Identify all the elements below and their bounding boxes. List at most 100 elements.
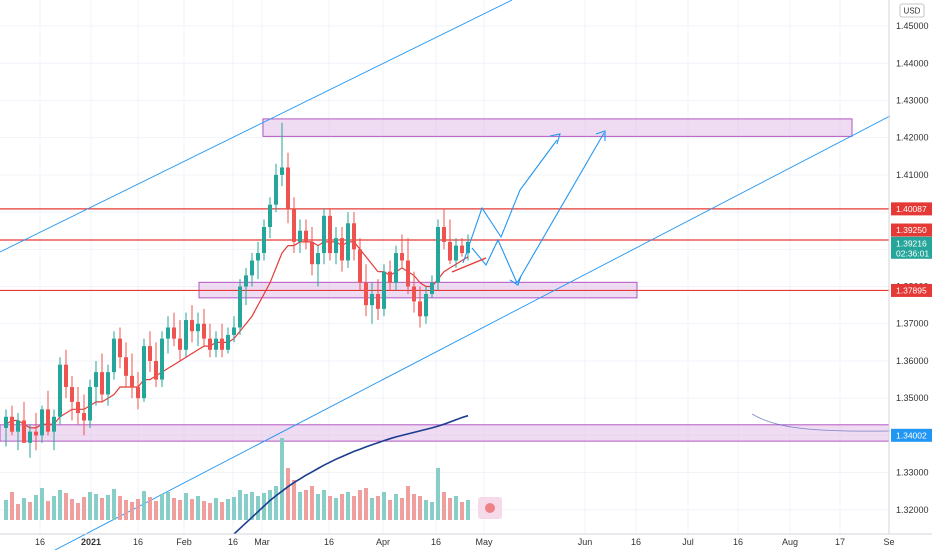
projection-arrow-2 xyxy=(509,275,522,286)
zone-rect[interactable] xyxy=(0,424,890,442)
volume-bar xyxy=(346,492,350,520)
candle xyxy=(178,320,182,361)
volume-bar xyxy=(400,498,404,520)
volume-bar xyxy=(238,490,242,520)
price-tick-label: 1.32000 xyxy=(896,505,929,515)
candle xyxy=(334,226,338,265)
candle-body xyxy=(10,416,14,432)
projection-path-1[interactable] xyxy=(462,139,558,264)
volume-bar xyxy=(244,494,248,520)
zone-rect[interactable] xyxy=(262,118,853,137)
projection-path-3[interactable] xyxy=(516,132,605,284)
candle xyxy=(172,312,176,347)
volume-bar xyxy=(466,500,470,520)
time-tick-label: Feb xyxy=(176,537,192,547)
time-tick-label: May xyxy=(475,537,493,547)
candle xyxy=(142,338,146,402)
sma-slow-line[interactable] xyxy=(233,414,469,535)
currency-badge[interactable] xyxy=(899,3,925,18)
volume-bar xyxy=(316,494,320,520)
candle xyxy=(436,219,440,291)
volume-bar xyxy=(424,500,428,520)
channel-upper-line[interactable] xyxy=(0,0,513,253)
volume-bar xyxy=(136,499,140,520)
candle-body xyxy=(376,293,380,309)
candle-body xyxy=(100,372,104,395)
time-tick-label: 17 xyxy=(835,537,845,547)
candle-body xyxy=(82,413,86,421)
price-axis[interactable]: 1.45000 1.44000 1.43000 1.42000 1.41000 1.400… xyxy=(888,0,932,534)
candle xyxy=(46,390,50,436)
volume-bar xyxy=(280,438,284,520)
candle xyxy=(280,122,284,187)
candle xyxy=(328,208,332,261)
candle xyxy=(364,264,368,317)
volume-bar xyxy=(22,498,26,520)
candle-body xyxy=(160,338,164,380)
time-tick-label: 16 xyxy=(228,537,238,547)
volume-bar xyxy=(226,499,230,520)
candle xyxy=(430,275,434,298)
candle xyxy=(382,264,386,317)
candle-body xyxy=(388,271,392,283)
candle xyxy=(226,327,230,354)
volume-bar xyxy=(58,490,62,520)
volume-bar xyxy=(250,492,254,520)
events-badge[interactable] xyxy=(478,497,502,519)
candle xyxy=(376,279,380,321)
candle xyxy=(250,253,254,287)
candle-body xyxy=(94,372,98,388)
candle-body xyxy=(382,271,386,309)
volume-bar xyxy=(202,501,206,520)
time-axis[interactable]: 16 2021 16 Feb 16 Mar 16 Apr 16 May Jun 16 Jul 16 Aug 1… xyxy=(0,533,932,547)
candle-body xyxy=(22,420,26,443)
candle xyxy=(358,238,362,291)
candle-body xyxy=(244,275,248,287)
price-label-bg xyxy=(891,283,932,297)
candle xyxy=(316,245,320,287)
candle xyxy=(340,226,344,272)
candle-body xyxy=(400,253,404,261)
volume-bar xyxy=(298,492,302,520)
time-axis-ticks: 16 2021 16 Feb 16 Mar 16 Apr 16 May Jun 16 Jul 16 Aug 1… xyxy=(35,537,895,547)
volume-bar xyxy=(190,499,194,520)
volume-bar xyxy=(394,494,398,520)
candle-body xyxy=(202,323,206,339)
volume-bar xyxy=(382,492,386,520)
projection-path-2[interactable] xyxy=(471,238,518,284)
volume-bar xyxy=(232,497,236,520)
volume-bar xyxy=(154,501,158,520)
candle-body xyxy=(364,282,368,306)
candle-body xyxy=(322,215,326,254)
candle xyxy=(4,409,8,447)
candle-body xyxy=(124,357,128,376)
projection-arrow-1 xyxy=(549,133,561,145)
volume-bar xyxy=(430,502,434,520)
currency-label: USD xyxy=(904,7,921,16)
candle-body xyxy=(16,420,20,432)
candle xyxy=(130,353,134,399)
volume-bar xyxy=(112,489,116,520)
candle-body xyxy=(274,174,278,205)
price-tick-label: 1.45000 xyxy=(896,21,929,31)
projection-layer[interactable] xyxy=(451,130,606,286)
time-tick-label: 2021 xyxy=(81,537,101,547)
candle-body xyxy=(286,167,290,209)
candle xyxy=(100,353,104,402)
channel-lower-line[interactable] xyxy=(54,115,891,551)
candle-body xyxy=(280,167,284,175)
candle xyxy=(262,219,266,261)
candle-body xyxy=(106,372,110,395)
candle xyxy=(442,208,446,250)
candle xyxy=(220,323,224,358)
candle-body xyxy=(250,260,254,276)
volume-bar xyxy=(268,490,272,520)
candle-body xyxy=(166,327,170,339)
price-tick-label: 1.41000 xyxy=(896,170,929,180)
volume-bar xyxy=(220,502,224,520)
price-tick-label: 1.36000 xyxy=(896,356,929,366)
candle xyxy=(352,212,356,261)
candle-body xyxy=(76,401,80,414)
